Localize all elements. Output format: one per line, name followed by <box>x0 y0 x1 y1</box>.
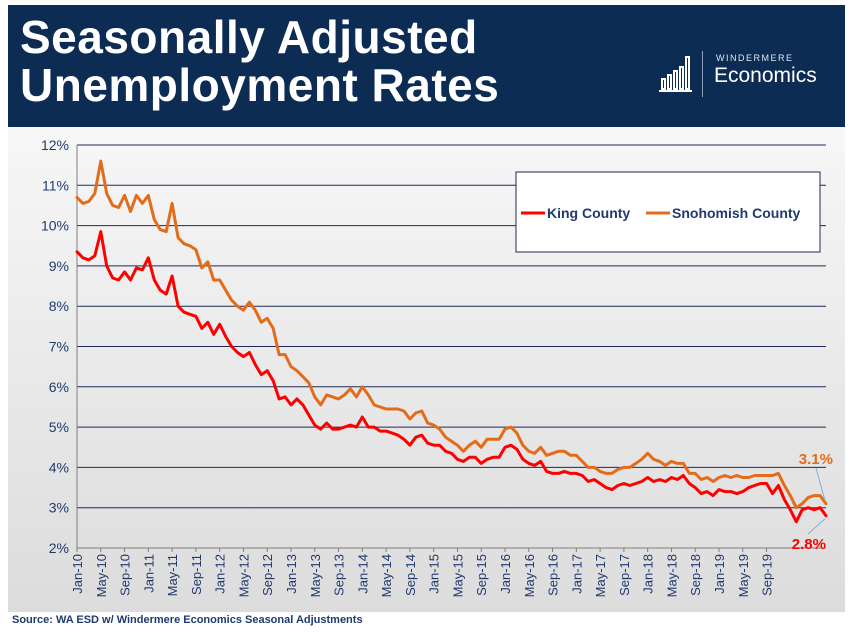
x-tick-label: Sep-13 <box>332 554 347 596</box>
logo-wordmark-small: WINDERMERE <box>716 53 794 63</box>
x-tick-label: Jan-12 <box>213 554 228 594</box>
y-tick-label: 5% <box>49 419 69 435</box>
x-tick-label: May-15 <box>450 554 465 597</box>
y-tick-label: 6% <box>49 379 69 395</box>
legend-label-snohomish-county: Snohomish County <box>672 205 801 221</box>
x-tick-label: Jan-15 <box>427 554 442 594</box>
x-tick-label: May-18 <box>664 554 679 597</box>
end-label-snohomish: 3.1% <box>799 451 833 468</box>
title-line-1: Seasonally Adjusted <box>20 11 478 63</box>
x-tick-label: Sep-14 <box>403 554 418 596</box>
x-tick-label: May-11 <box>165 554 180 596</box>
annotation-leader-snohomish <box>815 467 826 501</box>
x-tick-label: May-17 <box>593 554 608 597</box>
x-tick-label: May-14 <box>379 554 394 597</box>
bar-chart-icon <box>659 56 692 92</box>
x-tick-label: Jan-16 <box>498 554 513 594</box>
x-tick-label: May-16 <box>522 554 537 597</box>
y-tick-label: 4% <box>49 459 69 475</box>
x-tick-label: May-10 <box>94 554 109 597</box>
y-tick-label: 9% <box>49 258 69 274</box>
annotation-leader-king <box>807 518 826 535</box>
x-tick-label: Sep-18 <box>688 554 703 596</box>
x-tick-label: Jan-13 <box>284 554 299 594</box>
x-tick-label: Sep-10 <box>118 554 133 596</box>
x-tick-label: Sep-12 <box>260 554 275 596</box>
x-tick-label: Sep-19 <box>760 554 775 596</box>
series-line-king-county <box>75 230 828 524</box>
header-banner: Seasonally Adjusted Unemployment Rates W… <box>8 5 845 127</box>
y-tick-label: 10% <box>41 218 69 234</box>
x-tick-label: Jan-11 <box>141 554 156 593</box>
end-label-king: 2.8% <box>792 536 826 553</box>
x-tick-label: Jan-18 <box>641 554 656 594</box>
x-tick-label: Sep-15 <box>474 554 489 596</box>
logo-wordmark: Economics <box>714 64 817 87</box>
x-tick-label: Jan-17 <box>569 554 584 594</box>
y-tick-label: 11% <box>42 177 69 193</box>
windermere-logo: WINDERMERE Economics <box>656 51 836 101</box>
y-tick-label: 12% <box>41 137 69 153</box>
legend-label-king-county: King County <box>547 205 630 221</box>
source-note: Source: WA ESD w/ Windermere Economics S… <box>12 614 363 626</box>
x-tick-label: Sep-16 <box>546 554 561 596</box>
x-tick-label: Sep-11 <box>189 554 204 595</box>
y-tick-label: 2% <box>49 540 69 556</box>
x-tick-label: Jan-10 <box>70 554 85 594</box>
y-tick-label: 8% <box>49 298 69 314</box>
x-tick-label: May-12 <box>236 554 251 597</box>
title-line-2: Unemployment Rates <box>20 59 500 111</box>
x-tick-label: May-13 <box>308 554 323 597</box>
x-tick-label: Jan-14 <box>355 554 370 594</box>
x-tick-label: May-19 <box>736 554 751 597</box>
x-tick-label: Sep-17 <box>617 554 632 596</box>
y-tick-label: 7% <box>49 339 69 355</box>
logo-divider <box>702 51 703 97</box>
page-title: Seasonally Adjusted Unemployment Rates <box>20 13 499 109</box>
x-tick-label: Jan-19 <box>712 554 727 594</box>
series-line-snohomish-county <box>75 159 828 510</box>
y-tick-label: 3% <box>49 500 69 516</box>
